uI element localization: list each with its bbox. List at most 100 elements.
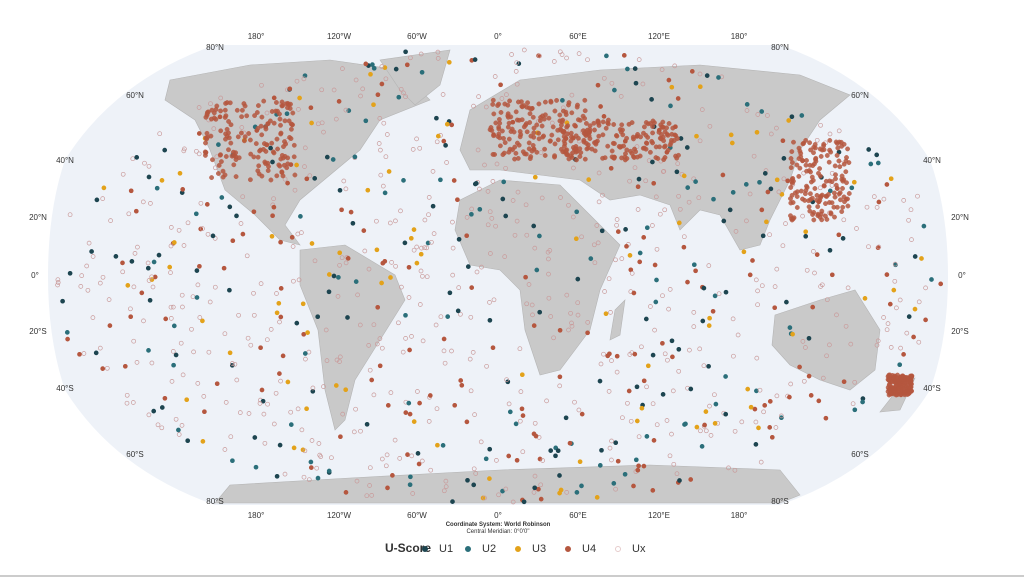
legend-label: Ux xyxy=(632,543,646,555)
point xyxy=(874,152,880,158)
point xyxy=(706,363,711,369)
point xyxy=(582,108,588,114)
point xyxy=(526,282,532,287)
point xyxy=(595,240,601,246)
point xyxy=(635,184,641,190)
point xyxy=(665,357,670,363)
point xyxy=(159,405,165,410)
point xyxy=(575,300,581,306)
point xyxy=(644,434,650,439)
point xyxy=(521,499,527,505)
point xyxy=(898,376,904,382)
point xyxy=(319,120,325,126)
point xyxy=(817,173,823,179)
point xyxy=(215,171,221,176)
point xyxy=(613,486,618,492)
point xyxy=(635,207,641,212)
point xyxy=(834,312,839,318)
point xyxy=(507,98,513,104)
point xyxy=(495,134,501,139)
point xyxy=(707,403,712,409)
point xyxy=(532,174,538,180)
point xyxy=(803,162,809,168)
point xyxy=(217,152,223,158)
point xyxy=(273,100,279,105)
point xyxy=(441,488,447,494)
point xyxy=(774,125,779,131)
point xyxy=(841,177,847,183)
point xyxy=(624,243,629,249)
point xyxy=(207,299,213,305)
point xyxy=(611,481,617,486)
point xyxy=(294,320,300,326)
point xyxy=(895,372,900,378)
point xyxy=(360,86,366,92)
point xyxy=(308,459,314,465)
point xyxy=(653,194,659,200)
point xyxy=(537,233,542,239)
point xyxy=(216,142,221,147)
point xyxy=(227,287,232,293)
point xyxy=(615,458,621,464)
point xyxy=(271,421,277,427)
point xyxy=(657,211,663,217)
point xyxy=(326,272,332,277)
point xyxy=(600,155,606,161)
point xyxy=(577,117,583,123)
point xyxy=(613,257,618,263)
point xyxy=(498,109,504,115)
point xyxy=(496,101,502,107)
point xyxy=(897,362,903,368)
point xyxy=(302,164,307,169)
point xyxy=(279,170,285,175)
point xyxy=(374,247,380,253)
point xyxy=(848,341,854,347)
point xyxy=(923,285,928,291)
point xyxy=(627,352,633,357)
point xyxy=(379,81,385,87)
point xyxy=(443,478,449,484)
point xyxy=(827,188,833,194)
point xyxy=(660,340,665,346)
lat-label-left: 60°S xyxy=(126,450,143,459)
point xyxy=(276,300,282,306)
point xyxy=(438,314,444,320)
point xyxy=(513,109,519,115)
point xyxy=(510,198,516,203)
point xyxy=(259,387,265,393)
point xyxy=(555,137,561,143)
point xyxy=(601,351,606,357)
point xyxy=(818,284,823,289)
point xyxy=(244,113,250,119)
point xyxy=(269,140,275,146)
point xyxy=(302,351,308,356)
point xyxy=(614,222,619,228)
point xyxy=(668,103,673,109)
lat-label-left: 40°N xyxy=(56,156,74,165)
point xyxy=(767,232,772,238)
point xyxy=(548,314,554,319)
point xyxy=(468,314,474,320)
point xyxy=(385,403,391,408)
point xyxy=(129,259,135,264)
point xyxy=(809,174,815,180)
point xyxy=(435,49,441,55)
point xyxy=(97,280,103,286)
point xyxy=(503,486,509,492)
point xyxy=(554,97,560,103)
point xyxy=(532,485,538,491)
point xyxy=(399,284,404,290)
point xyxy=(133,208,139,214)
point xyxy=(294,162,299,168)
point xyxy=(701,285,707,291)
point xyxy=(892,261,898,267)
point xyxy=(474,269,480,275)
point xyxy=(195,381,201,386)
point xyxy=(238,221,244,226)
point xyxy=(491,297,497,303)
point xyxy=(730,190,736,195)
point xyxy=(540,134,546,140)
point xyxy=(534,122,540,128)
point xyxy=(202,152,208,158)
point xyxy=(761,409,766,415)
